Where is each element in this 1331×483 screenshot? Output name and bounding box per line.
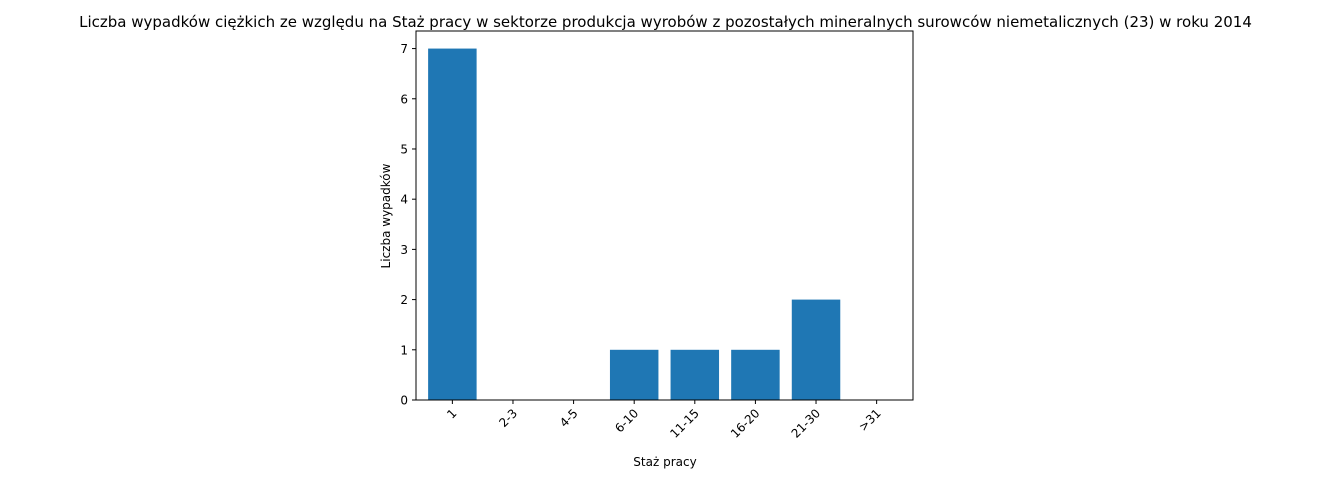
chart-title: Liczba wypadków ciężkich ze względu na S… bbox=[79, 13, 1252, 31]
y-tick-label: 0 bbox=[400, 394, 408, 408]
x-tick-label: 1 bbox=[444, 406, 459, 421]
x-tick-label: 11-15 bbox=[667, 406, 702, 441]
y-tick-label: 3 bbox=[400, 243, 408, 257]
x-tick-label: 16-20 bbox=[728, 406, 763, 441]
y-axis-label: Liczba wypadków bbox=[379, 163, 393, 268]
bar-16-20 bbox=[731, 349, 780, 400]
x-axis-label: Staż pracy bbox=[633, 455, 696, 469]
x-tick-label: >31 bbox=[856, 406, 884, 434]
bar-21-30 bbox=[791, 299, 841, 400]
x-tick-label: 21-30 bbox=[789, 406, 824, 441]
y-tick-label: 1 bbox=[400, 343, 408, 357]
bar-6-10 bbox=[609, 349, 659, 400]
y-tick-label: 5 bbox=[400, 142, 408, 156]
x-tick-label: 4-5 bbox=[557, 406, 581, 430]
y-tick-label: 7 bbox=[400, 42, 408, 56]
x-tick-label: 6-10 bbox=[612, 406, 641, 435]
y-tick-label: 4 bbox=[400, 193, 408, 207]
plot-frame bbox=[415, 30, 914, 401]
y-tick-label: 2 bbox=[400, 293, 408, 307]
bar-11-15 bbox=[670, 349, 720, 400]
x-tick-label: 2-3 bbox=[496, 406, 520, 430]
bar-1 bbox=[428, 48, 477, 400]
bars-layer bbox=[428, 48, 841, 400]
y-tick-label: 6 bbox=[400, 92, 408, 106]
